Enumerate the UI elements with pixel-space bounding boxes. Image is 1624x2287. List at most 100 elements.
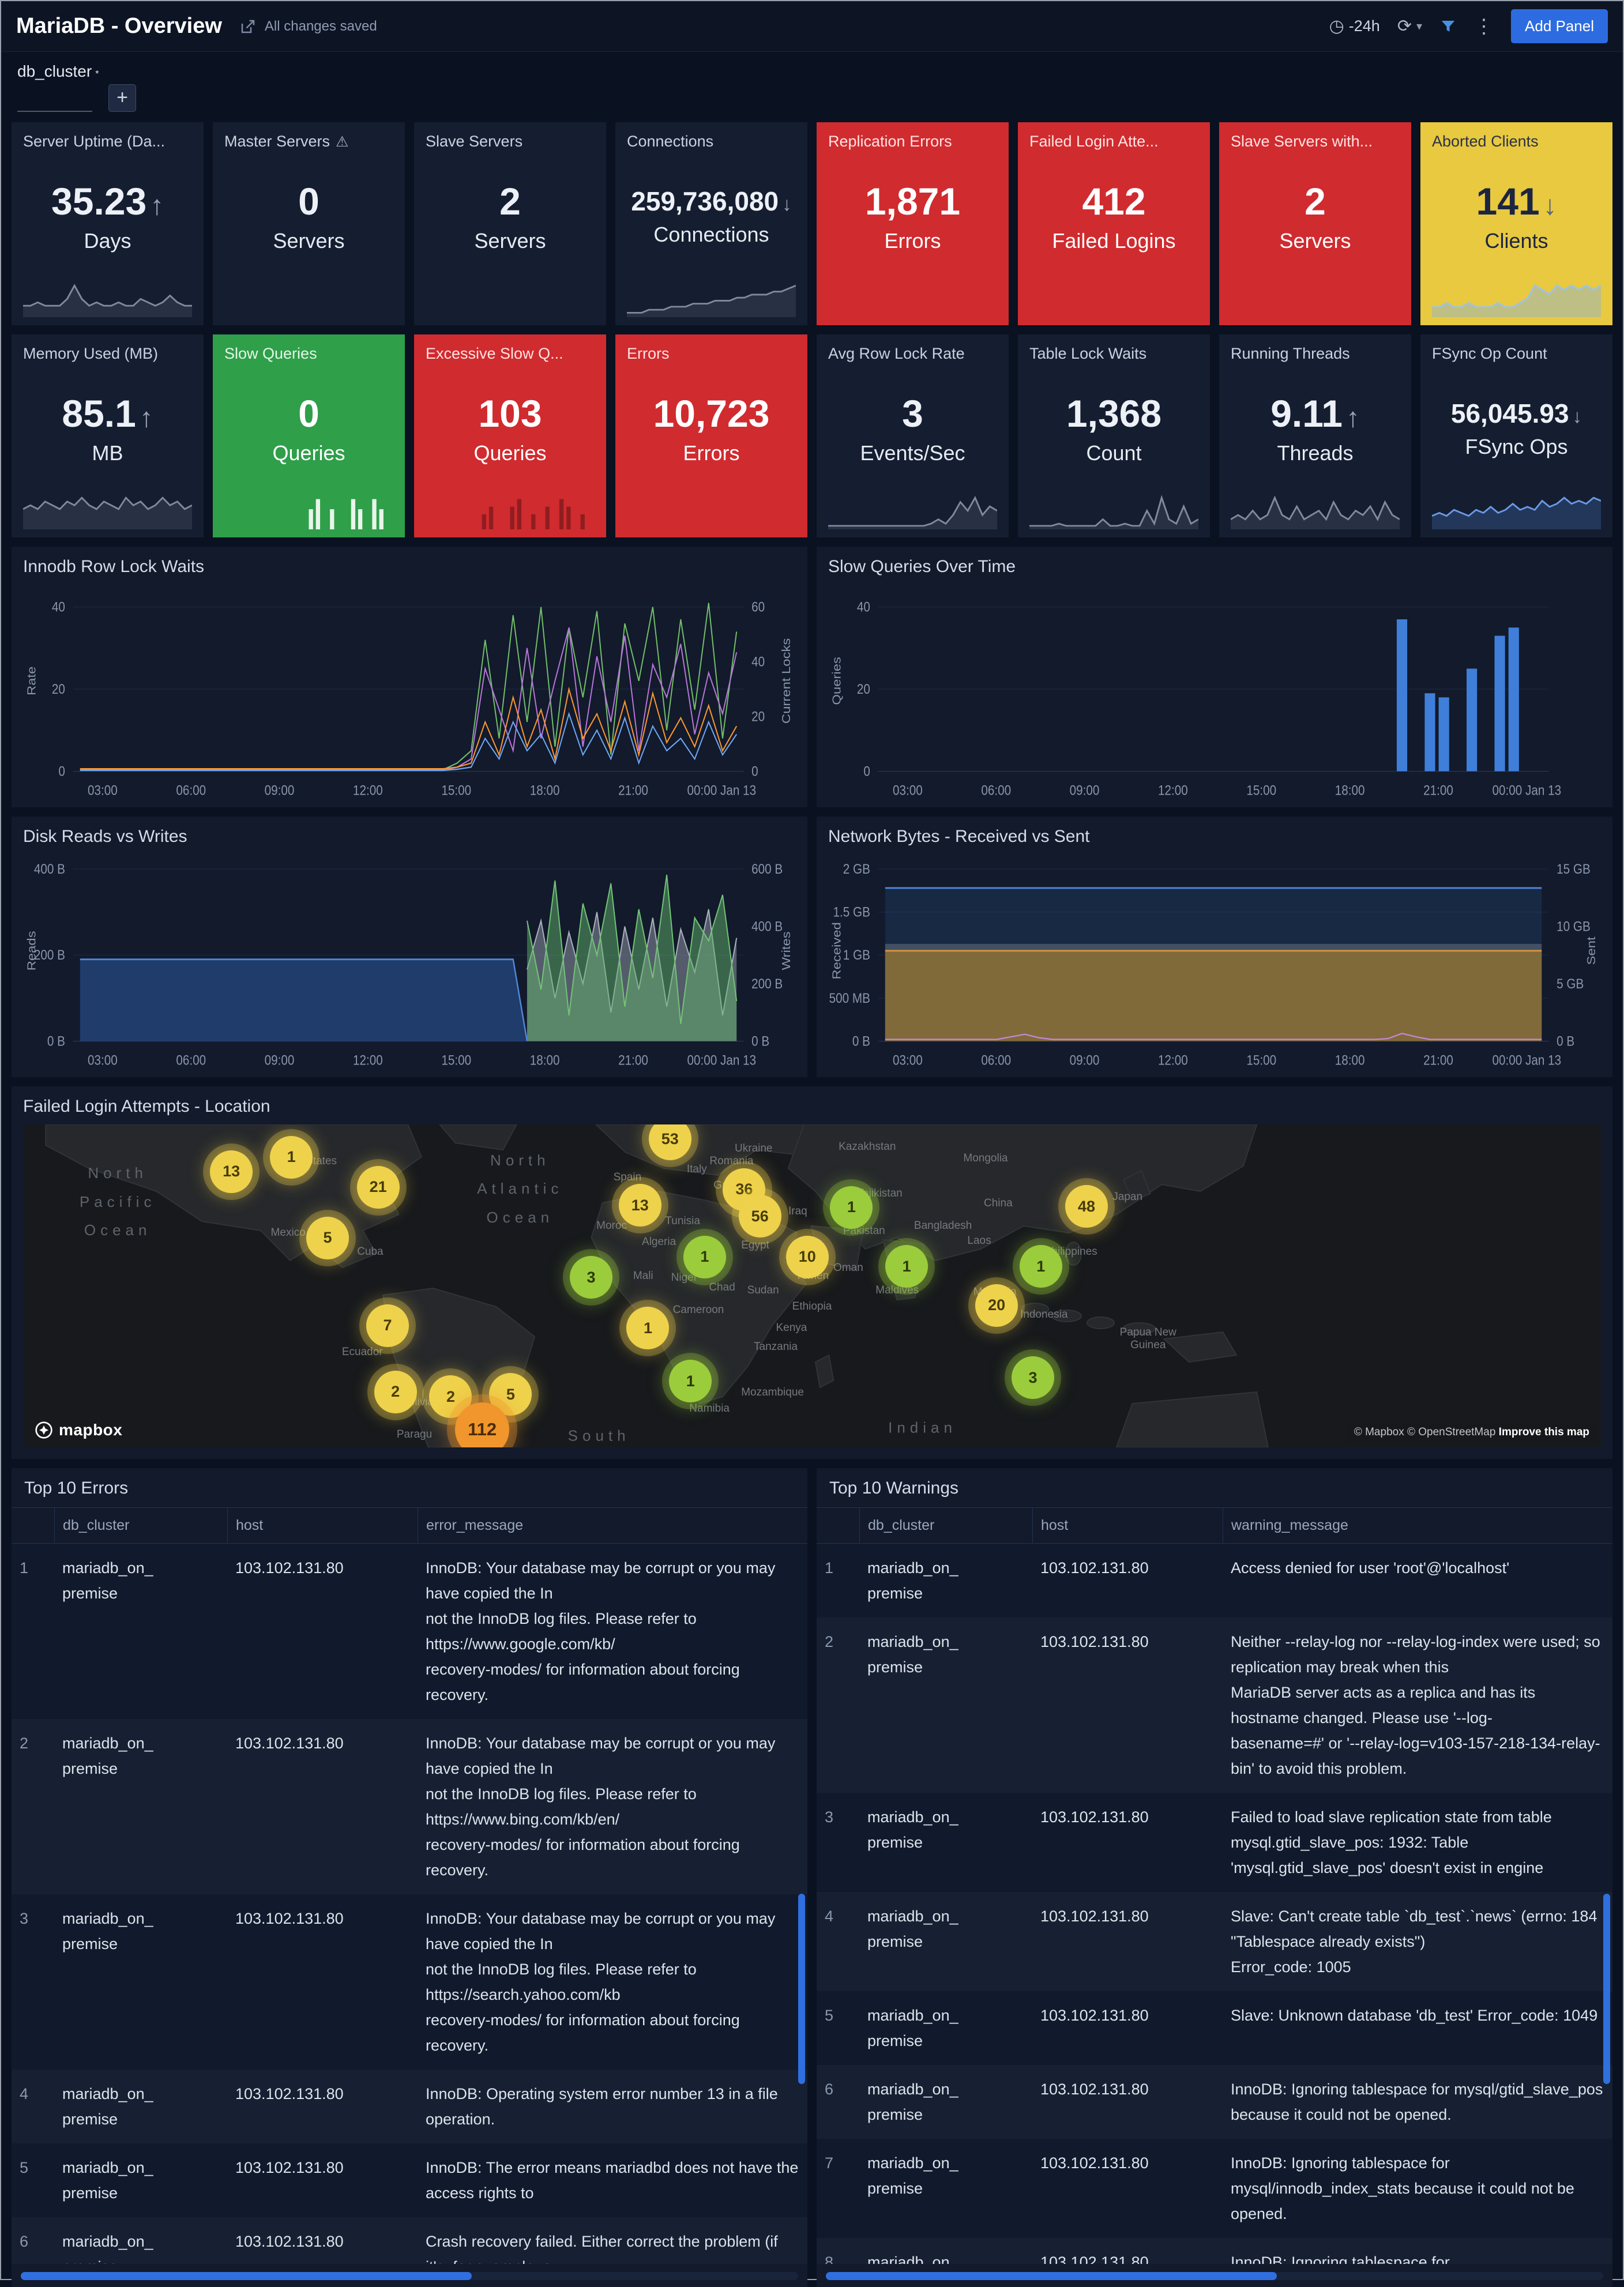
charts-row-1: Innodb Row Lock Waits 0 20 40 0 20 40 60 03:00 0… (12, 547, 1612, 807)
stat-panel-failed-login-atte-[interactable]: Failed Login Atte... 412 Failed Logins (1018, 122, 1210, 325)
table-row[interactable]: 2 mariadb_on_ premise 103.102.131.80 Neither… (817, 1618, 1612, 1793)
add-panel-button[interactable]: Add Panel (1511, 9, 1608, 43)
innodb-row-lock-waits-chart[interactable]: 0 20 40 0 20 40 60 03:00 06:00 09:00 12:00 15:00 18:… (23, 580, 796, 803)
table-row[interactable]: 7 mariadb_on_ premise 103.102.131.80 InnoDB:… (817, 2139, 1612, 2238)
table-row[interactable]: 5 mariadb_on_ premise 103.102.131.80 InnoDB:… (12, 2143, 807, 2217)
cluster-line: mariadb_on_ (867, 2081, 958, 2098)
cell-host: 103.102.131.80 (1040, 2007, 1149, 2024)
table-row[interactable]: 5 mariadb_on_ premise 103.102.131.80 Slave: … (817, 1991, 1612, 2065)
map-marker-1[interactable]: 1 (885, 1245, 928, 1288)
message-line: Slave: Unknown database 'db_test' Error_… (1231, 2007, 1598, 2024)
table-row[interactable]: 8 mariadb_on_premise 103.102.131.80 InnoDB:… (817, 2238, 1612, 2264)
stat-panel-slave-servers[interactable]: Slave Servers 2 Servers (414, 122, 606, 325)
network-bytes-chart[interactable]: 0 B 500 MB 1 GB 1.5 GB 2 GB 0 B 5 GB 10 GB 15 GB… (828, 850, 1601, 1073)
world-map[interactable]: mapbox © Mapbox © OpenStreetMap Improve … (23, 1124, 1601, 1447)
slow-queries-over-time-chart[interactable]: 0 20 40 03:00 06:00 09:00 12:00 15:00 18:00 21:00… (828, 580, 1601, 803)
stat-value-area: 141 ↓ Clients (1432, 151, 1601, 281)
improve-this-map-link[interactable]: Improve this map (1498, 1426, 1589, 1438)
row-number: 5 (20, 2159, 29, 2176)
table-row[interactable]: 3 mariadb_on_ premise 103.102.131.80 Failed … (817, 1793, 1612, 1892)
stat-panel-connections[interactable]: Connections 259,736,080 ↓ Connections (615, 122, 807, 325)
table-body: 1 mariadb_on_ premise 103.102.131.80 InnoDB:… (12, 1544, 807, 2264)
cell-message: InnoDB: Your database may be corrupt or … (418, 1544, 807, 1719)
table-row[interactable]: 1 mariadb_on_ premise 103.102.131.80 InnoDB:… (12, 1544, 807, 1719)
stat-panel-slave-servers-with-[interactable]: Slave Servers with... 2 Servers (1219, 122, 1411, 325)
table-row[interactable]: 1 mariadb_on_ premise 103.102.131.80 Access … (817, 1544, 1612, 1618)
map-marker-53[interactable]: 53 (648, 1124, 691, 1161)
vertical-scrollbar[interactable] (1603, 1894, 1610, 2085)
stat-panel-slow-queries[interactable]: Slow Queries 0 Queries (213, 334, 405, 537)
more-options-button[interactable]: ⋮ (1474, 15, 1494, 37)
filter-button[interactable] (1439, 18, 1457, 35)
stat-panel-memory-used-mb-[interactable]: Memory Used (MB) 85.1 ↑ MB (12, 334, 204, 537)
map-marker-1[interactable]: 1 (626, 1307, 670, 1350)
mapbox-logo[interactable]: mapbox (35, 1421, 122, 1439)
stat-value: 2 (1305, 179, 1326, 223)
stat-title: Server Uptime (Da... (23, 133, 166, 150)
table-row[interactable]: 2 mariadb_on_ premise 103.102.131.80 InnoDB:… (12, 1719, 807, 1894)
map-marker-48[interactable]: 48 (1065, 1185, 1108, 1228)
time-range-picker[interactable]: ◷ -24h (1329, 16, 1380, 36)
table-row[interactable]: 4 mariadb_on_ premise 103.102.131.80 InnoDB:… (12, 2070, 807, 2143)
map-marker-7[interactable]: 7 (366, 1304, 409, 1347)
map-marker-1[interactable]: 1 (830, 1186, 873, 1229)
variables-bar: db_cluster * + (1, 52, 1623, 118)
map-marker-1[interactable]: 1 (669, 1360, 712, 1403)
cluster-line: mariadb_on_ (867, 1808, 958, 1826)
cell-message: InnoDB: Operating system error number 13… (418, 2070, 807, 2143)
edit-dashboard-icon[interactable] (239, 18, 257, 35)
table-row[interactable]: 4 mariadb_on_ premise 103.102.131.80 Slave: … (817, 1892, 1612, 1991)
horizontal-scrollbar[interactable] (826, 2272, 1603, 2280)
column-header-db_cluster: db_cluster (859, 1508, 1032, 1543)
stat-panel-excessive-slow-q-[interactable]: Excessive Slow Q... 103 Queries (414, 334, 606, 537)
stat-panel-errors[interactable]: Errors 10,723 Errors (615, 334, 807, 537)
map-marker-21[interactable]: 21 (356, 1165, 400, 1209)
panel-title: Network Bytes - Received vs Sent (828, 827, 1090, 846)
message-line: opened. (1231, 2205, 1287, 2222)
stat-value-area: 3 Events/Sec (828, 363, 997, 494)
map-marker-5[interactable]: 5 (306, 1216, 349, 1259)
add-variable-button[interactable]: + (108, 84, 136, 112)
table-row[interactable]: 6 mariadb_on_ premise 103.102.131.80 InnoDB:… (817, 2065, 1612, 2139)
horizontal-scrollbar[interactable] (21, 2272, 798, 2280)
vertical-scrollbar[interactable] (798, 1894, 805, 2085)
cell-host: 103.102.131.80 (1040, 1808, 1149, 1826)
table-row[interactable]: 6 mariadb_on_premise 103.102.131.80 Crash r… (12, 2217, 807, 2264)
stat-panel-table-lock-waits[interactable]: Table Lock Waits 1,368 Count (1018, 334, 1210, 537)
stat-panel-master-servers[interactable]: Master Servers ⚠ 0 Servers (213, 122, 405, 325)
stat-panel-server-uptime-da-[interactable]: Server Uptime (Da... 35.23 ↑ Days (12, 122, 204, 325)
map-marker-1[interactable]: 1 (270, 1135, 313, 1179)
svg-text:06:00: 06:00 (176, 1052, 206, 1068)
message-line: InnoDB: Your database may be corrupt or … (426, 1910, 776, 1953)
table-row[interactable]: 3 mariadb_on_ premise 103.102.131.80 InnoDB:… (12, 1894, 807, 2070)
panel-slow-queries-over-time[interactable]: Slow Queries Over Time 0 20 40 03:00 06:00 09… (817, 547, 1612, 807)
db-cluster-input[interactable] (17, 91, 92, 112)
map-marker-10[interactable]: 10 (785, 1235, 829, 1278)
map-marker-13[interactable]: 13 (618, 1184, 661, 1227)
map-attribution[interactable]: © Mapbox © OpenStreetMap Improve this ma… (1347, 1423, 1596, 1442)
map-marker-2[interactable]: 2 (429, 1375, 472, 1419)
panel-network-bytes[interactable]: Network Bytes - Received vs Sent 0 B 500 … (817, 817, 1612, 1077)
stat-panel-avg-row-lock-rate[interactable]: Avg Row Lock Rate 3 Events/Sec (817, 334, 1009, 537)
svg-text:Queries: Queries (830, 657, 843, 705)
map-marker-1[interactable]: 1 (1019, 1245, 1062, 1288)
stat-panel-aborted-clients[interactable]: Aborted Clients 141 ↓ Clients (1420, 122, 1612, 325)
map-marker-3[interactable]: 3 (569, 1256, 612, 1299)
map-marker-112[interactable]: 112 (455, 1402, 510, 1447)
panel-innodb-row-lock-waits[interactable]: Innodb Row Lock Waits 0 20 40 0 20 40 60 03:00 0… (12, 547, 807, 807)
map-marker-13[interactable]: 13 (210, 1150, 253, 1193)
map-marker-20[interactable]: 20 (975, 1284, 1018, 1327)
cluster-line: premise (867, 2180, 923, 2197)
map-marker-1[interactable]: 1 (683, 1235, 726, 1278)
disk-reads-vs-writes-chart[interactable]: 0 B 200 B 400 B 0 B 200 B 400 B 600 B 03:00 06:0… (23, 850, 796, 1073)
stat-panel-fsync-op-count[interactable]: FSync Op Count 56,045.93 ↓ FSync Ops (1420, 334, 1612, 537)
svg-text:40: 40 (52, 599, 65, 615)
stat-panel-replication-errors[interactable]: Replication Errors 1,871 Errors (817, 122, 1009, 325)
refresh-button[interactable]: ⟳ ▾ (1397, 16, 1422, 36)
stat-panel-running-threads[interactable]: Running Threads 9.11 ↑ Threads (1219, 334, 1411, 537)
panel-disk-reads-vs-writes[interactable]: Disk Reads vs Writes 0 B 200 B 400 B 0 B 200… (12, 817, 807, 1077)
map-marker-56[interactable]: 56 (738, 1195, 781, 1238)
map-marker-2[interactable]: 2 (374, 1370, 417, 1413)
stat-value-area: 103 Queries (426, 363, 595, 494)
map-marker-3[interactable]: 3 (1012, 1356, 1055, 1400)
